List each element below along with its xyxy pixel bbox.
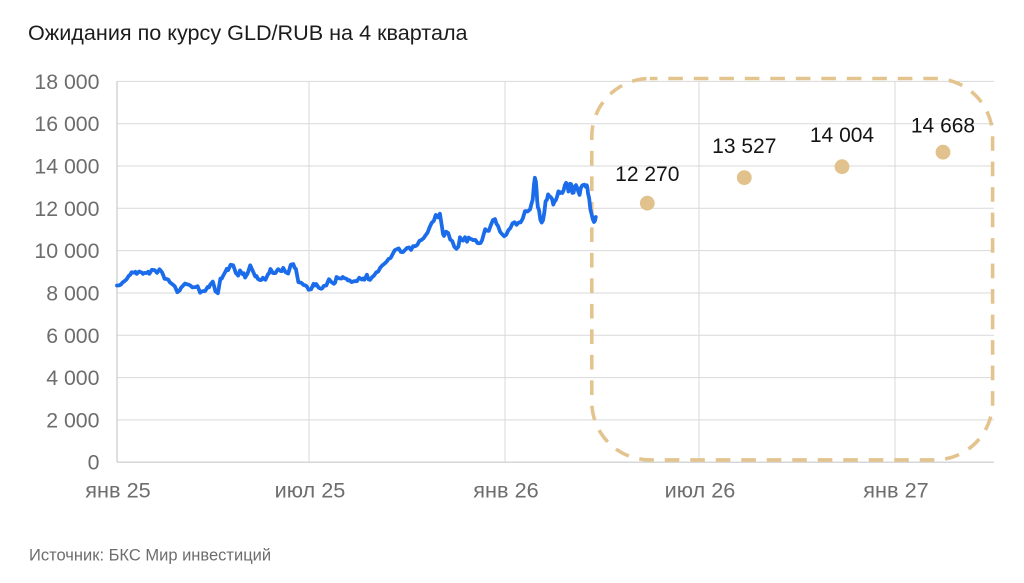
svg-text:13 527: 13 527 [712, 135, 776, 158]
svg-text:6 000: 6 000 [46, 324, 99, 348]
svg-text:янв 27: янв 27 [863, 478, 928, 503]
svg-text:14 000: 14 000 [34, 155, 99, 179]
svg-text:Источник: БКС Мир инвестиций: Источник: БКС Мир инвестиций [29, 547, 271, 565]
svg-text:12 270: 12 270 [615, 163, 679, 186]
svg-text:2 000: 2 000 [46, 408, 99, 432]
svg-text:Ожидания по курсу GLD/RUB на 4: Ожидания по курсу GLD/RUB на 4 квартала [28, 20, 469, 45]
svg-text:янв 25: янв 25 [85, 478, 150, 503]
svg-text:18 000: 18 000 [34, 70, 99, 94]
svg-text:янв 26: янв 26 [473, 478, 538, 503]
svg-text:0: 0 [88, 451, 100, 475]
svg-text:10 000: 10 000 [34, 239, 99, 263]
svg-text:14 004: 14 004 [810, 124, 875, 147]
svg-text:8 000: 8 000 [46, 282, 99, 306]
svg-text:4 000: 4 000 [46, 366, 99, 390]
svg-text:16 000: 16 000 [34, 112, 99, 136]
svg-text:14 668: 14 668 [911, 115, 975, 138]
svg-text:июл 26: июл 26 [665, 478, 736, 503]
svg-text:июл 25: июл 25 [275, 478, 346, 503]
svg-text:12 000: 12 000 [34, 197, 99, 221]
